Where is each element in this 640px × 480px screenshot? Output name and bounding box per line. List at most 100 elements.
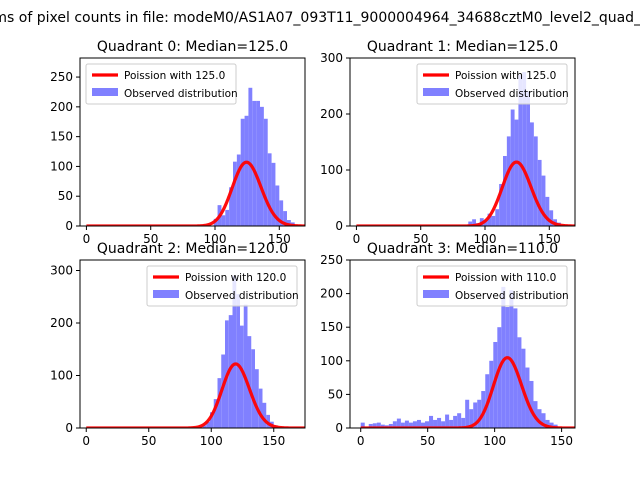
histogram-bar [221,354,225,428]
histogram-bar [260,106,264,226]
legend-poisson-label: Poission with 110.0 [455,272,556,284]
histogram-bar [537,409,542,428]
histogram-bar [501,286,506,428]
legend: Poission with 125.0 Observed distribution [416,63,569,105]
histogram-bar [472,219,476,226]
x-tick-label: 50 [143,232,158,246]
histogram-bar [505,307,510,428]
histogram-bar [233,161,237,226]
histogram-bar [537,159,542,226]
histogram-bar [545,419,550,428]
y-tick-label: 0 [65,421,73,435]
poisson-curve [359,356,575,428]
x-tick-label: 50 [420,434,435,448]
y-tick-label: 100 [320,354,343,368]
y-tick-label: 50 [328,387,343,401]
legend-box [85,63,237,105]
x-tick-label: 0 [83,232,91,246]
y-tick-label: 50 [58,189,73,203]
histogram-bar [549,210,554,226]
histogram-bar [213,399,218,428]
axes-frame [79,259,306,429]
histogram-bar [518,74,523,226]
x-tick-label: 150 [262,434,285,448]
legend-observed-label: Observed distribution [455,88,569,100]
histogram-bar [283,211,287,226]
x-tick-label: 100 [474,232,497,246]
histogram-bar [225,209,230,226]
histogram-bar [408,422,413,428]
y-tick-label: 200 [320,287,343,301]
histogram-bar [491,215,496,226]
y-tick-label: 0 [335,219,343,233]
histogram-bar [360,422,365,428]
panel-title: Quadrant 0: Median=125.0 [97,39,288,55]
plot-area [85,275,305,428]
legend-poisson-label: Poission with 125.0 [455,70,556,82]
histogram-bar [529,380,534,428]
histogram-bar [240,118,245,226]
histogram-bar [530,122,534,226]
histogram-bar [279,200,284,226]
histogram-bar [248,87,253,226]
legend: Poission with 125.0 Observed distribution [85,63,238,105]
histogram-bar [404,420,409,428]
y-tick-label: 100 [320,163,343,177]
x-tick-label: 0 [357,434,365,448]
histogram-bar [449,419,454,428]
y-tick-label: 100 [50,369,73,383]
y-tick-label: 250 [50,70,73,84]
histogram-bar [503,156,507,226]
histogram-bar [396,418,401,428]
legend-poisson-label: Poission with 125.0 [124,70,225,82]
x-tick-label: 0 [353,232,361,246]
x-tick-label: 150 [268,232,291,246]
histogram-bar [262,402,267,428]
histogram-bar [232,275,237,428]
axes-frame [349,57,576,227]
histogram-bar [506,136,511,226]
histogram-panel-0: 0 50 100 150 0 50 100 150 200 250 Quadrant 0: Medi… [50,39,306,246]
x-tick-label: 50 [141,434,156,448]
histogram-bar [255,369,259,428]
panel-title: Quadrant 3: Median=110.0 [367,241,558,257]
legend-observed-swatch [423,290,449,298]
legend-poisson-label: Poission with 120.0 [185,272,286,284]
legend: Poission with 120.0 Observed distribution [146,265,299,307]
panel-title: Quadrant 1: Median=125.0 [367,39,558,55]
histogram-bar [287,220,291,226]
histogram-bar [468,221,473,226]
histogram-panel-2: 0 50 100 150 0 100 200 300 Quadrant 2: Median=12… [50,241,306,448]
histogram-bar [229,187,233,226]
x-tick-label: 100 [483,434,506,448]
histogram-bar [271,162,276,226]
x-tick-label: 50 [413,232,428,246]
histogram-bar [549,422,554,428]
histogram-bar [412,421,417,428]
histogram-bar [258,388,263,428]
histogram-bar [267,153,272,226]
histogram-bar [437,417,442,428]
histogram-bar [526,91,530,226]
histogram-bar [236,294,240,428]
legend-box [416,265,568,307]
histogram-bar [453,415,458,428]
histogram-panels: 0 50 100 150 0 50 100 150 200 250 Quadrant 0: Medi… [50,39,576,448]
histogram-bar [473,402,478,428]
y-tick-label: 0 [335,421,343,435]
legend-box [416,63,568,105]
histogram-bar [441,421,446,428]
histogram-bar [206,421,210,428]
y-tick-label: 150 [320,320,343,334]
histogram-bar [457,413,462,428]
legend-observed-label: Observed distribution [124,88,238,100]
histogram-bar [388,423,393,428]
axes-frame [349,259,576,429]
histogram-bar [425,421,430,428]
x-tick-label: 150 [538,232,561,246]
y-tick-label: 150 [50,130,73,144]
y-tick-label: 200 [320,107,343,121]
histogram-bar [465,399,470,428]
histogram-bar [380,424,385,428]
histogram-bar [256,100,260,226]
